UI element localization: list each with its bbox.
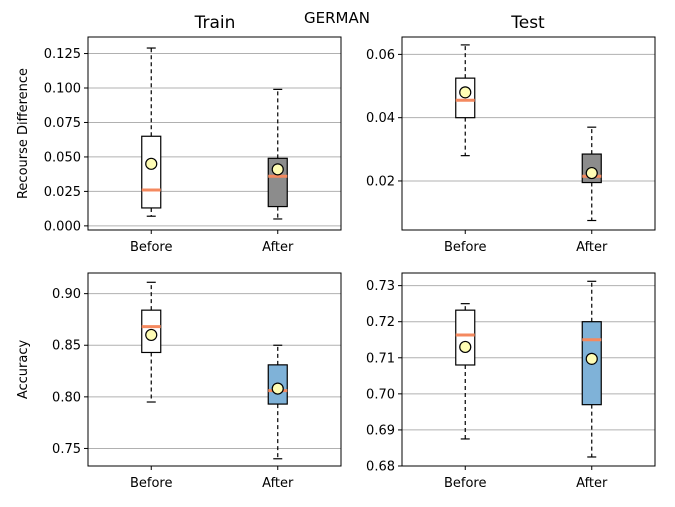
mean-marker [459, 340, 472, 354]
x-tick-label: After [262, 240, 294, 255]
y-tick-label: 0.06 [366, 48, 395, 63]
y-tick-label: 0.69 [366, 423, 395, 438]
y-tick-label: 0.71 [366, 351, 395, 366]
y-axis-label: Recourse Difference [16, 68, 31, 199]
chart-panels: 0.000 0.025 0.050 0.075 0.100 0.125 Before Afte… [16, 13, 656, 491]
chart-panel-3: 0.75 0.80 0.85 0.90 Before After Accuracy [16, 272, 342, 491]
y-tick-label: 0.72 [366, 315, 395, 330]
x-tick-label: After [576, 240, 608, 255]
x-tick-label: After [262, 476, 294, 491]
x-tick-label: Before [130, 240, 173, 255]
panel-title: Train [194, 13, 236, 33]
chart-panel-2: 0.02 0.04 0.06 Before After Test [366, 13, 656, 255]
y-tick-label: 0.85 [52, 339, 81, 354]
figure-suptitle: GERMAN [304, 9, 370, 27]
y-tick-label: 0.02 [366, 174, 395, 189]
mean-marker [271, 163, 284, 176]
y-tick-label: 0.000 [44, 219, 81, 234]
y-tick-label: 0.68 [366, 460, 395, 475]
mean-marker [585, 352, 598, 365]
box-before [141, 281, 162, 403]
box-iqr [455, 309, 476, 366]
x-tick-label: Before [444, 476, 487, 491]
chart-panel-4: 0.68 0.69 0.70 0.71 0.72 0.73 Before After [366, 272, 656, 491]
y-tick-label: 0.90 [52, 287, 81, 302]
box-after [267, 344, 288, 460]
box-after [581, 280, 602, 458]
y-tick-label: 0.73 [366, 279, 395, 294]
mean-marker [145, 328, 158, 342]
y-tick-label: 0.075 [44, 116, 81, 131]
mean-marker [459, 86, 472, 99]
axes-frame [401, 36, 656, 231]
x-tick-label: Before [444, 240, 487, 255]
y-tick-label: 0.125 [44, 47, 81, 62]
y-tick-label: 0.04 [366, 111, 395, 126]
y-tick-label: 0.100 [44, 82, 81, 97]
mean-marker [585, 166, 598, 180]
mean-marker [271, 382, 284, 395]
y-axis-label: Accuracy [16, 340, 31, 400]
axes-frame [401, 272, 656, 467]
axes-frame [87, 36, 342, 231]
y-tick-label: 0.75 [52, 442, 81, 457]
axes-frame [87, 272, 342, 467]
box-before [455, 303, 476, 440]
box-after [267, 88, 288, 220]
panel-title: Test [510, 13, 545, 33]
y-tick-label: 0.80 [52, 390, 81, 405]
y-tick-label: 0.025 [44, 185, 81, 200]
box-iqr [141, 135, 162, 209]
box-after [581, 126, 602, 222]
y-tick-label: 0.050 [44, 150, 81, 165]
box-before [141, 47, 162, 217]
x-tick-label: Before [130, 476, 173, 491]
y-tick-label: 0.70 [366, 387, 395, 402]
mean-marker [145, 157, 158, 170]
x-tick-label: After [576, 476, 608, 491]
chart-panel-1: 0.000 0.025 0.050 0.075 0.100 0.125 Before Afte… [16, 13, 342, 255]
box-before [455, 44, 476, 157]
